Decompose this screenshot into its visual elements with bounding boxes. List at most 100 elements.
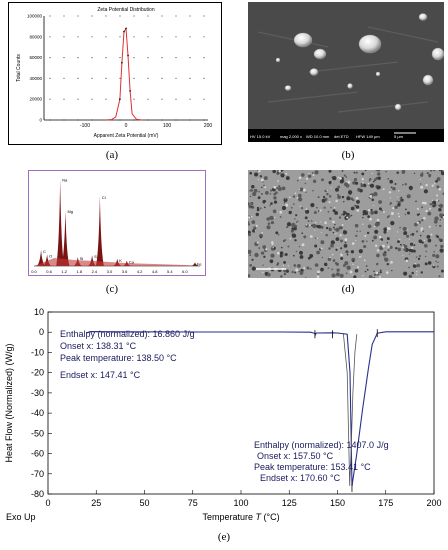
pore (403, 244, 405, 246)
grain (356, 266, 360, 269)
grain (420, 227, 424, 230)
pore (366, 240, 368, 243)
annotation-line-2: Onset x: 157.50 °C (257, 451, 334, 461)
grain (277, 251, 280, 255)
sem-info-text: 5 µm (394, 134, 404, 139)
pore (317, 225, 322, 229)
pore (334, 211, 339, 215)
pore (284, 253, 288, 256)
pore (334, 223, 336, 226)
grain (305, 224, 308, 226)
caption-b: (b) (341, 149, 355, 161)
pore (290, 229, 294, 233)
pore (273, 200, 278, 204)
particle (313, 48, 327, 60)
grain (303, 188, 306, 192)
grain (284, 198, 286, 200)
pore (376, 172, 381, 176)
pore (439, 203, 444, 208)
pore (324, 189, 327, 193)
grain (392, 207, 395, 210)
pore (330, 240, 335, 245)
grain (257, 178, 260, 181)
pore (295, 221, 298, 223)
grain (260, 178, 264, 182)
pore (427, 261, 432, 265)
pore (291, 227, 295, 231)
pore (346, 253, 349, 256)
grain (301, 243, 305, 247)
pore (406, 211, 411, 215)
pore (279, 215, 282, 218)
grid-dot (91, 57, 93, 59)
data-point (121, 61, 123, 64)
pore (246, 221, 250, 224)
peak-label: K (119, 258, 122, 263)
annotation-line-1: Endset x: 147.41 °C (60, 370, 141, 380)
pore (321, 256, 323, 259)
pore (408, 274, 413, 279)
pore (439, 213, 443, 218)
pore (361, 240, 365, 243)
pore (428, 173, 432, 177)
pore (276, 187, 279, 190)
grain (417, 221, 420, 224)
pore (291, 233, 294, 236)
pore (387, 178, 389, 180)
pore (440, 171, 445, 176)
grain (420, 229, 423, 232)
pore (356, 230, 358, 233)
x-tick-label: 1.2 (61, 269, 67, 274)
pore (283, 260, 287, 264)
pore (269, 193, 272, 195)
pore (419, 183, 422, 185)
grid-dot (175, 36, 177, 38)
annotation-line-1: Peak temperature: 138.50 °C (60, 353, 177, 363)
grain (344, 238, 348, 242)
grain (431, 184, 434, 187)
grid-dot (91, 77, 93, 79)
pore (272, 169, 276, 174)
pore (347, 195, 349, 197)
grain (273, 186, 277, 189)
x-tick-label: 25 (91, 498, 101, 508)
grid-dot (119, 15, 121, 17)
pore (370, 210, 375, 215)
sem-micrograph: HV 15.0 kV mag 2,000 x WD 10.0 mm det ETD HF… (248, 2, 445, 142)
pore (272, 209, 277, 214)
grid-dot (105, 98, 107, 100)
pore (354, 223, 359, 228)
pore (433, 169, 436, 172)
x-tick-label: 150 (330, 498, 345, 508)
pore (328, 169, 332, 173)
pore (384, 257, 386, 259)
pore (434, 216, 439, 221)
grid-dot (77, 15, 79, 17)
pore (282, 169, 284, 171)
pore (280, 173, 282, 175)
grain (371, 172, 373, 175)
pore (247, 249, 252, 255)
grid-dot (161, 36, 163, 38)
pore (429, 169, 433, 172)
grain (376, 249, 380, 252)
pore (290, 206, 293, 209)
pore (286, 222, 292, 227)
grain (324, 221, 327, 225)
grid-dot (175, 57, 177, 59)
pore (432, 265, 436, 269)
pore (373, 235, 378, 240)
grain (285, 172, 288, 175)
grain (421, 201, 425, 205)
grain (378, 235, 382, 239)
grid-dot (189, 15, 191, 17)
grain (255, 224, 258, 227)
grain (420, 185, 424, 189)
grid-dot (189, 77, 191, 79)
pore (258, 190, 261, 193)
pore (359, 230, 361, 232)
pore (369, 183, 375, 188)
pore (355, 234, 358, 238)
pore (248, 204, 253, 209)
pore (257, 196, 261, 200)
